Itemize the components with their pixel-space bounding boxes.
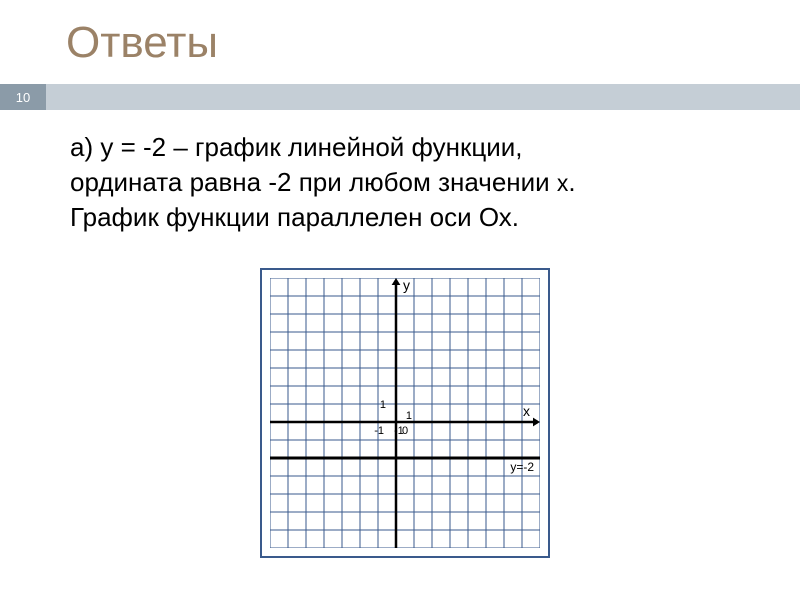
body-line2-val: -2 xyxy=(268,167,291,197)
body-line2-post: при любом значении xyxy=(291,167,556,197)
svg-text:-1: -1 xyxy=(374,425,384,437)
svg-text:y=-2: y=-2 xyxy=(510,460,534,474)
body-line1-post: – график линейной функции, xyxy=(166,132,522,162)
body-line2-x: x xyxy=(557,170,569,196)
svg-text:x: x xyxy=(523,403,530,419)
body-line2-dot: . xyxy=(568,167,575,197)
chart-container: yx11-1-10y=-2 xyxy=(260,268,550,558)
body-line1-val: -2 xyxy=(143,132,166,162)
body-line2-pre: ордината равна xyxy=(70,167,268,197)
page-title: Ответы xyxy=(66,18,218,68)
slide-number: 10 xyxy=(16,90,30,105)
body-text: а) у = -2 – график линейной функции, орд… xyxy=(70,130,760,235)
svg-text:y: y xyxy=(403,278,410,293)
svg-text:1: 1 xyxy=(380,399,386,411)
chart-svg: yx11-1-10y=-2 xyxy=(270,278,540,548)
body-line1-pre: а) у = xyxy=(70,132,143,162)
slide-number-badge: 10 xyxy=(0,84,46,110)
accent-bar: 10 xyxy=(0,84,800,110)
slide: Ответы 10 а) у = -2 – график линейной фу… xyxy=(0,0,800,600)
svg-text:1: 1 xyxy=(406,410,412,422)
body-line3: График функции параллелен оси Ох. xyxy=(70,202,519,232)
title-text: Ответы xyxy=(66,18,218,67)
svg-text:0: 0 xyxy=(402,425,408,437)
accent-bar-fill xyxy=(46,84,800,110)
